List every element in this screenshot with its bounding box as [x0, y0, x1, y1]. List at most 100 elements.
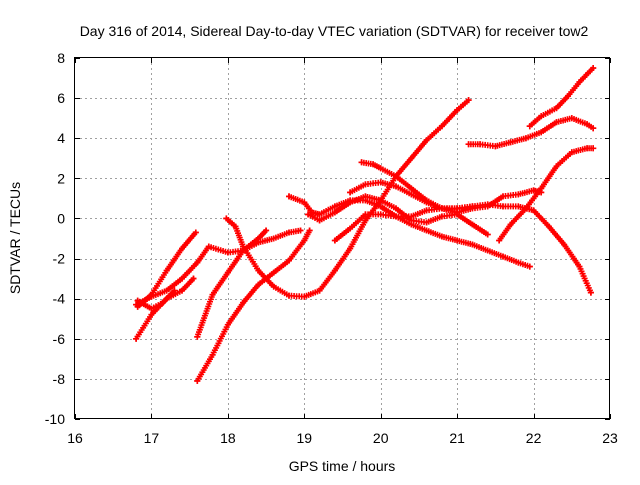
data-point: [194, 259, 201, 266]
y-axis-label: SDTVAR / TECUs: [7, 182, 23, 294]
data-series: [223, 97, 472, 300]
data-point: [347, 189, 354, 196]
data-point: [500, 193, 506, 200]
data-point: [358, 159, 365, 166]
data-point: [148, 293, 155, 300]
data-point: [205, 243, 212, 250]
data-point: [224, 269, 231, 276]
data-point: [133, 335, 140, 342]
data-point: [465, 141, 472, 148]
data-point: [224, 321, 231, 328]
data-point: [423, 227, 430, 234]
data-point: [255, 235, 262, 242]
data-series: [133, 275, 197, 342]
data-point: [522, 135, 529, 142]
x-axis-label: GPS time / hours: [289, 458, 396, 474]
data-point: [148, 311, 155, 318]
data-point: [454, 237, 461, 244]
data-point: [590, 65, 597, 72]
data-point: [362, 193, 369, 200]
data-point: [347, 199, 354, 206]
data-point: [496, 237, 503, 244]
data-point: [553, 163, 560, 170]
data-point: [568, 115, 575, 122]
data-point: [362, 211, 369, 218]
data-point: [377, 211, 384, 218]
y-tick-label: -10: [45, 411, 65, 427]
data-point: [438, 213, 445, 220]
data-series: [496, 145, 597, 244]
data-point: [515, 203, 522, 210]
data-point: [331, 209, 338, 216]
data-point: [270, 235, 277, 242]
data-point: [301, 237, 308, 244]
series-layer: [133, 65, 597, 384]
data-point: [179, 287, 185, 294]
data-point: [500, 203, 506, 210]
data-point: [306, 227, 313, 234]
data-point: [553, 119, 560, 126]
x-tick-label: 17: [144, 430, 160, 446]
data-point: [564, 93, 571, 100]
y-tick-label: 2: [57, 170, 65, 186]
data-point: [331, 203, 338, 210]
data-point: [561, 241, 568, 248]
x-tick-label: 20: [373, 430, 389, 446]
data-series: [194, 227, 313, 384]
data-point: [438, 205, 445, 212]
data-point: [190, 275, 197, 282]
data-point: [538, 113, 545, 120]
data-point: [408, 191, 415, 198]
data-point: [255, 267, 262, 274]
series-trace: [133, 275, 197, 342]
data-point: [454, 107, 461, 114]
series-trace: [465, 115, 597, 150]
data-point: [377, 203, 384, 210]
data-point: [423, 207, 430, 214]
data-point: [465, 97, 472, 104]
data-point: [347, 245, 354, 252]
data-point: [179, 275, 185, 282]
data-point: [171, 287, 178, 294]
y-tick-label: 8: [57, 50, 65, 66]
data-point: [584, 145, 591, 152]
data-point: [286, 193, 292, 200]
data-point: [477, 141, 484, 148]
data-point: [179, 245, 185, 252]
data-point: [590, 125, 597, 132]
data-point: [377, 165, 384, 172]
data-point: [522, 205, 529, 212]
data-point: [192, 229, 199, 236]
data-point: [270, 283, 277, 290]
data-point: [526, 123, 533, 130]
data-point: [301, 199, 308, 206]
data-point: [469, 205, 476, 212]
y-tick-label: 4: [57, 130, 65, 146]
data-point: [377, 179, 384, 186]
data-point: [484, 231, 491, 238]
x-tick-label: 18: [220, 430, 236, 446]
data-point: [286, 257, 292, 264]
data-point: [568, 149, 575, 156]
data-point: [301, 293, 308, 300]
data-point: [408, 213, 415, 220]
plot-frame: [74, 57, 610, 419]
data-point: [587, 289, 594, 296]
data-point: [590, 145, 597, 152]
data-point: [255, 281, 262, 288]
data-point: [469, 241, 476, 248]
x-tick-label: 21: [449, 430, 465, 446]
data-point: [286, 229, 292, 236]
data-point: [507, 221, 514, 228]
data-point: [232, 223, 239, 230]
data-point: [297, 227, 304, 234]
data-point: [576, 263, 583, 270]
data-point: [530, 207, 537, 214]
data-point: [347, 225, 354, 232]
data-point: [469, 221, 476, 228]
data-series: [194, 227, 270, 340]
data-point: [209, 351, 216, 358]
data-point: [316, 287, 323, 294]
data-point: [553, 105, 560, 112]
